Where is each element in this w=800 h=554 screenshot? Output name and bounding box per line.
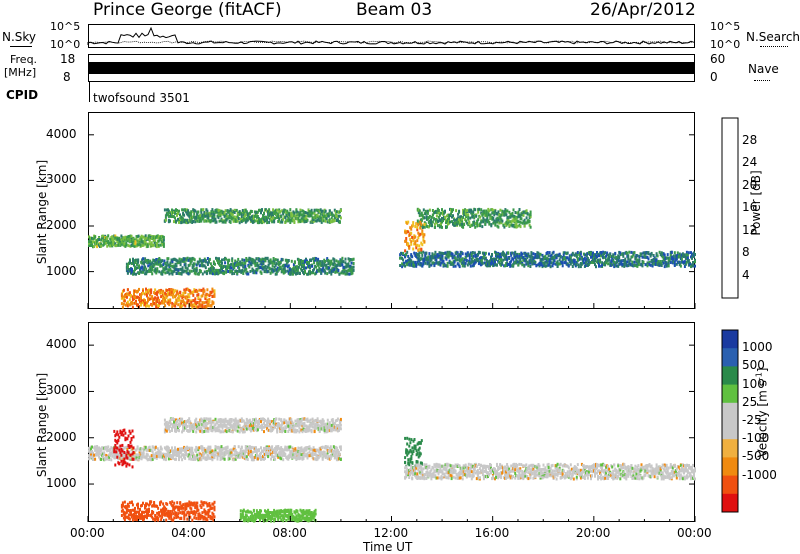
ytick-3000: 3000	[46, 172, 77, 187]
velocity-colorbar	[721, 329, 739, 513]
noise-top-tick-left: 10^5	[50, 20, 81, 33]
velocity-cbar-tick-5: -100	[742, 431, 770, 446]
noise-trace	[87, 26, 695, 45]
noise-top-tick-right: 10^5	[710, 20, 741, 33]
power-colorbar	[721, 117, 739, 299]
velocity-colorbar-swatch-0	[722, 330, 738, 349]
noise-panel-frame	[88, 24, 695, 48]
noise-search-label: N.Search	[746, 30, 800, 44]
velocity-echo-band-2	[120, 500, 216, 522]
velocity-cbar-tick-0: 1000	[742, 340, 773, 355]
freq-top-tick: 18	[60, 52, 76, 66]
velocity-cbar-tick-2: 100	[742, 376, 765, 391]
velocity-colorbar-swatch-9	[722, 493, 738, 513]
xtick-2: 08:00	[272, 526, 307, 540]
power-heatmap	[87, 134, 696, 309]
xtick-6: 00:00	[677, 526, 712, 540]
velocity-colorbar-swatch-7	[722, 457, 738, 477]
ytick-4000: 4000	[46, 126, 77, 141]
velocity-cbar-tick-1: 500	[742, 358, 765, 373]
velocity-colorbar-swatch-6	[722, 439, 738, 458]
freq-panel-frame	[88, 54, 695, 82]
power-cbar-tick-20: 20	[742, 177, 758, 192]
ytick-1000: 1000	[46, 263, 77, 278]
noise-sky-line	[87, 26, 695, 45]
velocity-echo-band-1	[113, 428, 135, 469]
ytick-2000: 2000	[46, 218, 77, 232]
power-cbar-tick-4: 4	[742, 267, 750, 282]
noise-bottom-tick-left: 10^0	[50, 38, 81, 51]
ytick-3000: 3000	[46, 383, 77, 398]
nave-underline	[754, 80, 770, 81]
freq-band	[89, 62, 694, 74]
velocity-colorbar-label: Velocity [m s-1]	[755, 368, 770, 458]
velocity-cbar-tick-7: -1000	[742, 467, 777, 482]
noise-search-underline	[760, 46, 788, 47]
power-echo-band-1	[163, 208, 342, 225]
nave-label: Nave	[748, 62, 779, 76]
freq-label-2: [MHz]	[4, 66, 37, 79]
velocity-echo-band-4	[239, 508, 317, 523]
xtick-1: 04:00	[171, 526, 206, 540]
noise-search-line	[87, 40, 693, 44]
velocity-heatmap	[87, 344, 696, 523]
power-cbar-tick-12: 12	[742, 222, 758, 237]
xtick-4: 16:00	[474, 526, 510, 540]
power-cbar-tick-24: 24	[742, 155, 758, 169]
velocity-cbar-tick-6: -500	[742, 449, 770, 464]
power-echo-band-3	[120, 287, 216, 309]
velocity-colorbar-swatch-5	[722, 421, 738, 440]
power-echo-band-6	[404, 220, 426, 253]
ytick-1000: 1000	[46, 476, 77, 491]
ytick-4000: 4000	[46, 337, 77, 352]
station-title: Prince George (fitACF)	[93, 0, 282, 20]
cpid-label: CPID	[6, 88, 39, 102]
velocity-colorbar-swatch-3	[722, 384, 738, 404]
noise-bottom-tick-right: 10^0	[710, 38, 741, 51]
nave-bottom-tick: 0	[710, 70, 718, 84]
power-ylabel: Slant Range [km]	[35, 159, 49, 265]
power-echo-band-4	[399, 250, 696, 269]
velocity-colorbar-swatch-8	[722, 475, 738, 495]
velocity-colorbar-label-text: Velocity [m s-1]	[754, 367, 770, 458]
ytick-2000: 2000	[46, 429, 77, 444]
power-cbar-tick-16: 16	[742, 200, 758, 214]
power-cbar-tick-28: 28	[742, 132, 758, 147]
cpid-program: twofsound 3501	[93, 91, 190, 105]
velocity-cbar-tick-4: -25	[742, 413, 762, 427]
velocity-echo-band-6	[404, 462, 696, 481]
noise-sky-underline	[10, 46, 32, 47]
power-echo-band-0	[88, 234, 165, 249]
power-echo-band-2	[125, 256, 355, 276]
velocity-colorbar-swatch-2	[722, 366, 738, 386]
noise-sky-label: N.Sky	[2, 30, 37, 44]
freq-bottom-tick: 8	[63, 70, 71, 84]
velocity-echo-band-3	[163, 417, 342, 434]
nave-top-tick: 60	[710, 52, 726, 66]
power-cbar-tick-8: 8	[742, 245, 750, 259]
xtick-3: 12:00	[373, 526, 409, 540]
velocity-cbar-tick-3: 25	[742, 394, 758, 409]
beam-title: Beam 03	[356, 0, 433, 20]
freq-label-1: Freq.	[10, 53, 38, 66]
cpid-marker	[89, 82, 90, 102]
date-title: 26/Apr/2012	[590, 0, 696, 20]
x-axis-label: Time UT	[363, 540, 413, 554]
velocity-echo-band-0	[88, 445, 342, 462]
xtick-0: 00:00	[70, 526, 105, 540]
velocity-echo-band-5	[404, 436, 423, 469]
velocity-colorbar-swatch-4	[722, 402, 738, 422]
power-echo-band-5	[416, 207, 532, 229]
power-colorbar-label: Power [dB]	[749, 170, 763, 236]
xtick-5: 20:00	[575, 526, 611, 540]
velocity-colorbar-swatch-1	[722, 348, 738, 367]
